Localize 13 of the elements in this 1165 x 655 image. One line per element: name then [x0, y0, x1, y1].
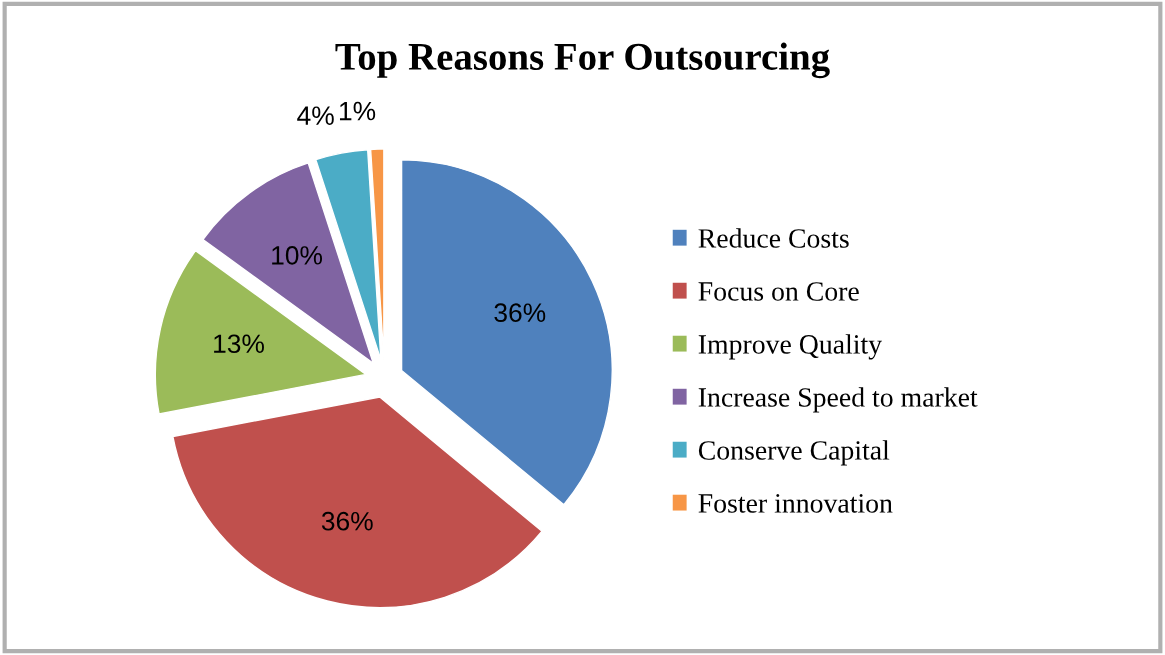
- data-label: 36%: [494, 303, 546, 323]
- data-label: 13%: [214, 334, 264, 354]
- legend-label: Conserve Capital: [698, 440, 890, 466]
- legend-label: Focus on Core: [698, 282, 859, 301]
- data-label: 1%: [339, 101, 376, 121]
- legend-label: Increase Speed to market: [698, 387, 978, 413]
- chart-title: Top Reasons For Outsourcing: [335, 42, 830, 79]
- data-label: 10%: [272, 246, 323, 265]
- data-label: 4%: [297, 106, 334, 125]
- legend-label: Foster innovation: [698, 494, 893, 513]
- legend-label: Reduce Costs: [698, 228, 849, 248]
- legend-label: Improve Quality: [698, 334, 882, 360]
- data-label: 36%: [321, 511, 373, 531]
